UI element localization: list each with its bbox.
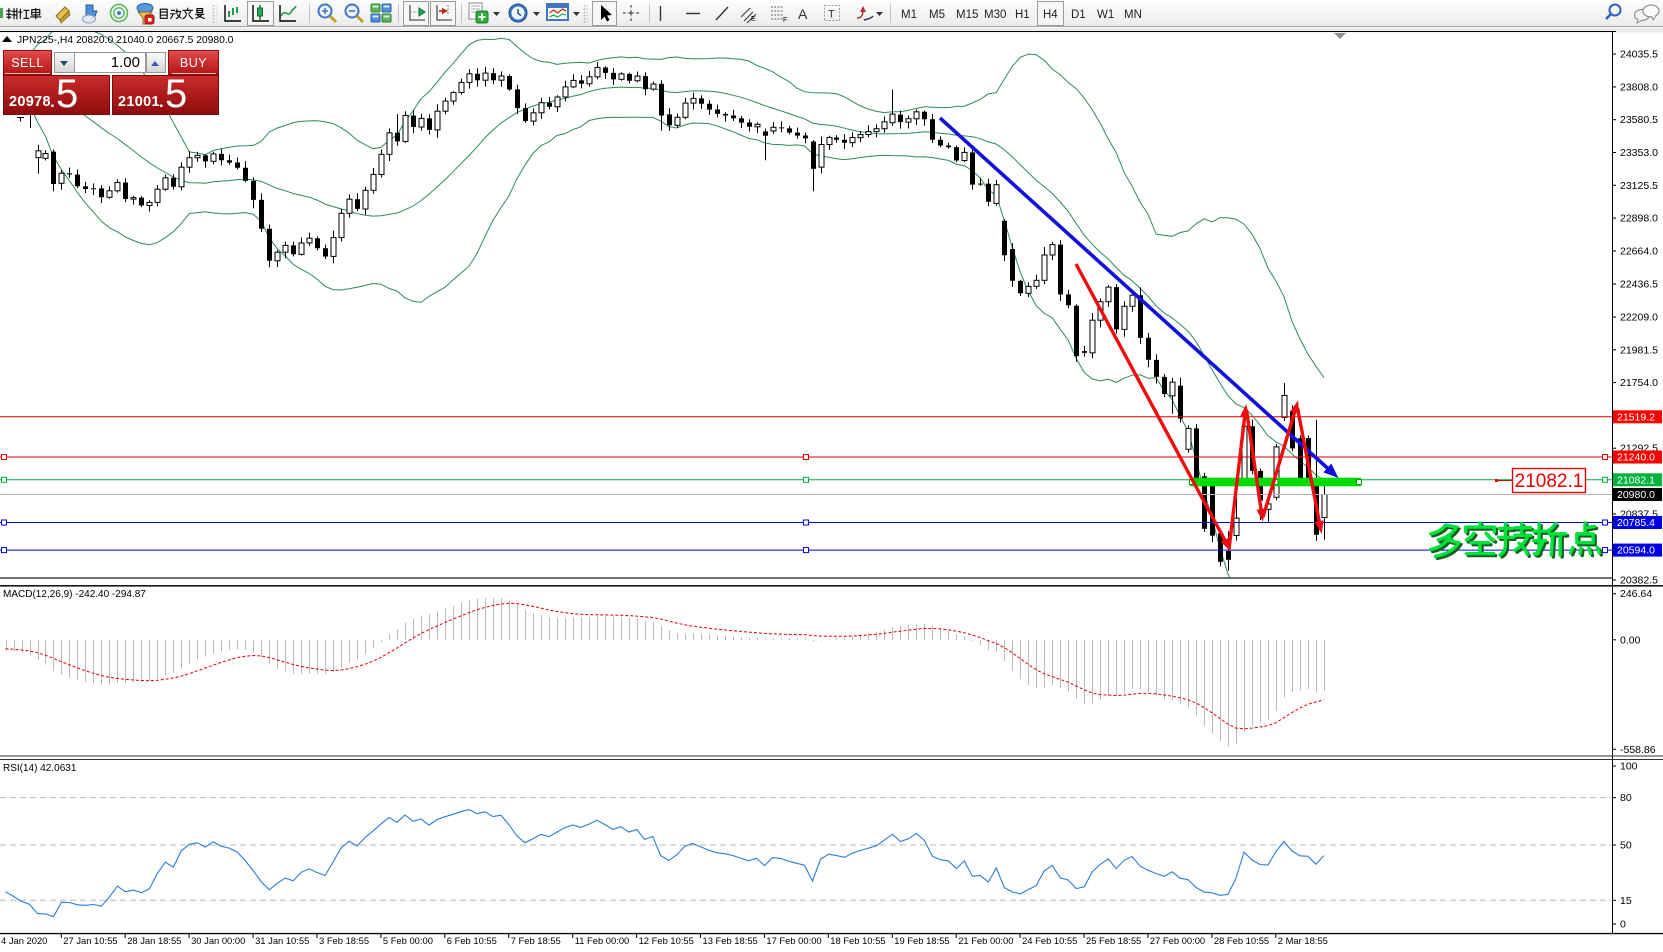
svg-text:4 Jan 2020: 4 Jan 2020	[1, 935, 47, 946]
svg-text:H1: H1	[1015, 9, 1030, 21]
svg-text:H4: H4	[1043, 9, 1058, 21]
svg-text:JPN225-,H4 20820.0 21040.0 20: JPN225-,H4 20820.0 21040.0 20667.5 20980…	[17, 35, 234, 46]
svg-text:3 Feb 18:55: 3 Feb 18:55	[319, 935, 369, 946]
svg-text:21082.1: 21082.1	[1515, 471, 1584, 492]
svg-text:80: 80	[1620, 792, 1632, 804]
svg-text:23808.0: 23808.0	[1620, 81, 1658, 93]
svg-text:M15: M15	[956, 9, 978, 21]
svg-text:21754.0: 21754.0	[1620, 377, 1658, 389]
svg-text:A: A	[798, 6, 808, 22]
svg-text:31 Jan 10:55: 31 Jan 10:55	[255, 935, 309, 946]
svg-text:F: F	[783, 17, 787, 24]
svg-text:6 Feb 10:55: 6 Feb 10:55	[447, 935, 497, 946]
svg-text:27 Feb 00:00: 27 Feb 00:00	[1150, 935, 1205, 946]
svg-text:20382.5: 20382.5	[1620, 575, 1658, 587]
svg-text:22209.0: 22209.0	[1620, 312, 1658, 324]
svg-text:0: 0	[1620, 919, 1626, 931]
svg-text:27 Jan 10:55: 27 Jan 10:55	[63, 935, 117, 946]
svg-text:MACD(12,26,9) -242.40 -294.87: MACD(12,26,9) -242.40 -294.87	[3, 589, 146, 600]
svg-text:246.64: 246.64	[1620, 588, 1652, 600]
svg-text:MN: MN	[1124, 9, 1142, 21]
svg-text:28 Jan 18:55: 28 Jan 18:55	[127, 935, 181, 946]
svg-text:17 Feb 00:00: 17 Feb 00:00	[766, 935, 821, 946]
svg-text:21 Feb 00:00: 21 Feb 00:00	[958, 935, 1013, 946]
svg-text:100: 100	[1620, 761, 1638, 773]
svg-text:30 Jan 00:00: 30 Jan 00:00	[191, 935, 245, 946]
svg-text:M1: M1	[901, 9, 917, 21]
svg-text:23125.5: 23125.5	[1620, 180, 1658, 192]
svg-text:12 Feb 10:55: 12 Feb 10:55	[639, 935, 694, 946]
svg-text:24035.5: 24035.5	[1620, 49, 1658, 61]
svg-text:21240.0: 21240.0	[1617, 452, 1655, 464]
svg-text:5 Feb 00:00: 5 Feb 00:00	[383, 935, 433, 946]
svg-text:20594.0: 20594.0	[1617, 545, 1655, 557]
svg-text:20980.0: 20980.0	[1617, 489, 1655, 501]
svg-text:20785.4: 20785.4	[1617, 517, 1655, 529]
svg-text:19 Feb 18:55: 19 Feb 18:55	[894, 935, 949, 946]
svg-text:T: T	[828, 9, 835, 21]
svg-text:M30: M30	[984, 9, 1006, 21]
svg-text:D1: D1	[1071, 9, 1086, 21]
svg-text:11 Feb 00:00: 11 Feb 00:00	[575, 935, 630, 946]
svg-text:7 Feb 18:55: 7 Feb 18:55	[511, 935, 561, 946]
svg-text:22664.0: 22664.0	[1620, 246, 1658, 258]
svg-text:22436.5: 22436.5	[1620, 279, 1658, 291]
svg-text:13 Feb 18:55: 13 Feb 18:55	[703, 935, 758, 946]
svg-text:23353.0: 23353.0	[1620, 147, 1658, 159]
svg-text:M5: M5	[929, 9, 945, 21]
svg-text:23580.5: 23580.5	[1620, 114, 1658, 126]
svg-text:22898.0: 22898.0	[1620, 213, 1658, 225]
svg-text:RSI(14) 42.0631: RSI(14) 42.0631	[3, 763, 77, 774]
svg-text:21981.5: 21981.5	[1620, 344, 1658, 356]
svg-text:E: E	[751, 16, 756, 23]
svg-text:15: 15	[1620, 895, 1632, 907]
svg-text:18 Feb 10:55: 18 Feb 10:55	[830, 935, 885, 946]
svg-text:50: 50	[1620, 840, 1632, 852]
svg-text:24 Feb 10:55: 24 Feb 10:55	[1022, 935, 1077, 946]
svg-text:25 Feb 18:55: 25 Feb 18:55	[1086, 935, 1141, 946]
svg-text:21082.1: 21082.1	[1617, 474, 1655, 486]
svg-text:W1: W1	[1097, 9, 1114, 21]
svg-text:0.00: 0.00	[1620, 634, 1641, 646]
svg-text:2 Mar 18:55: 2 Mar 18:55	[1278, 935, 1328, 946]
svg-text:28 Feb 10:55: 28 Feb 10:55	[1214, 935, 1269, 946]
svg-text:-558.86: -558.86	[1620, 744, 1656, 756]
svg-text:21519.2: 21519.2	[1617, 411, 1655, 423]
